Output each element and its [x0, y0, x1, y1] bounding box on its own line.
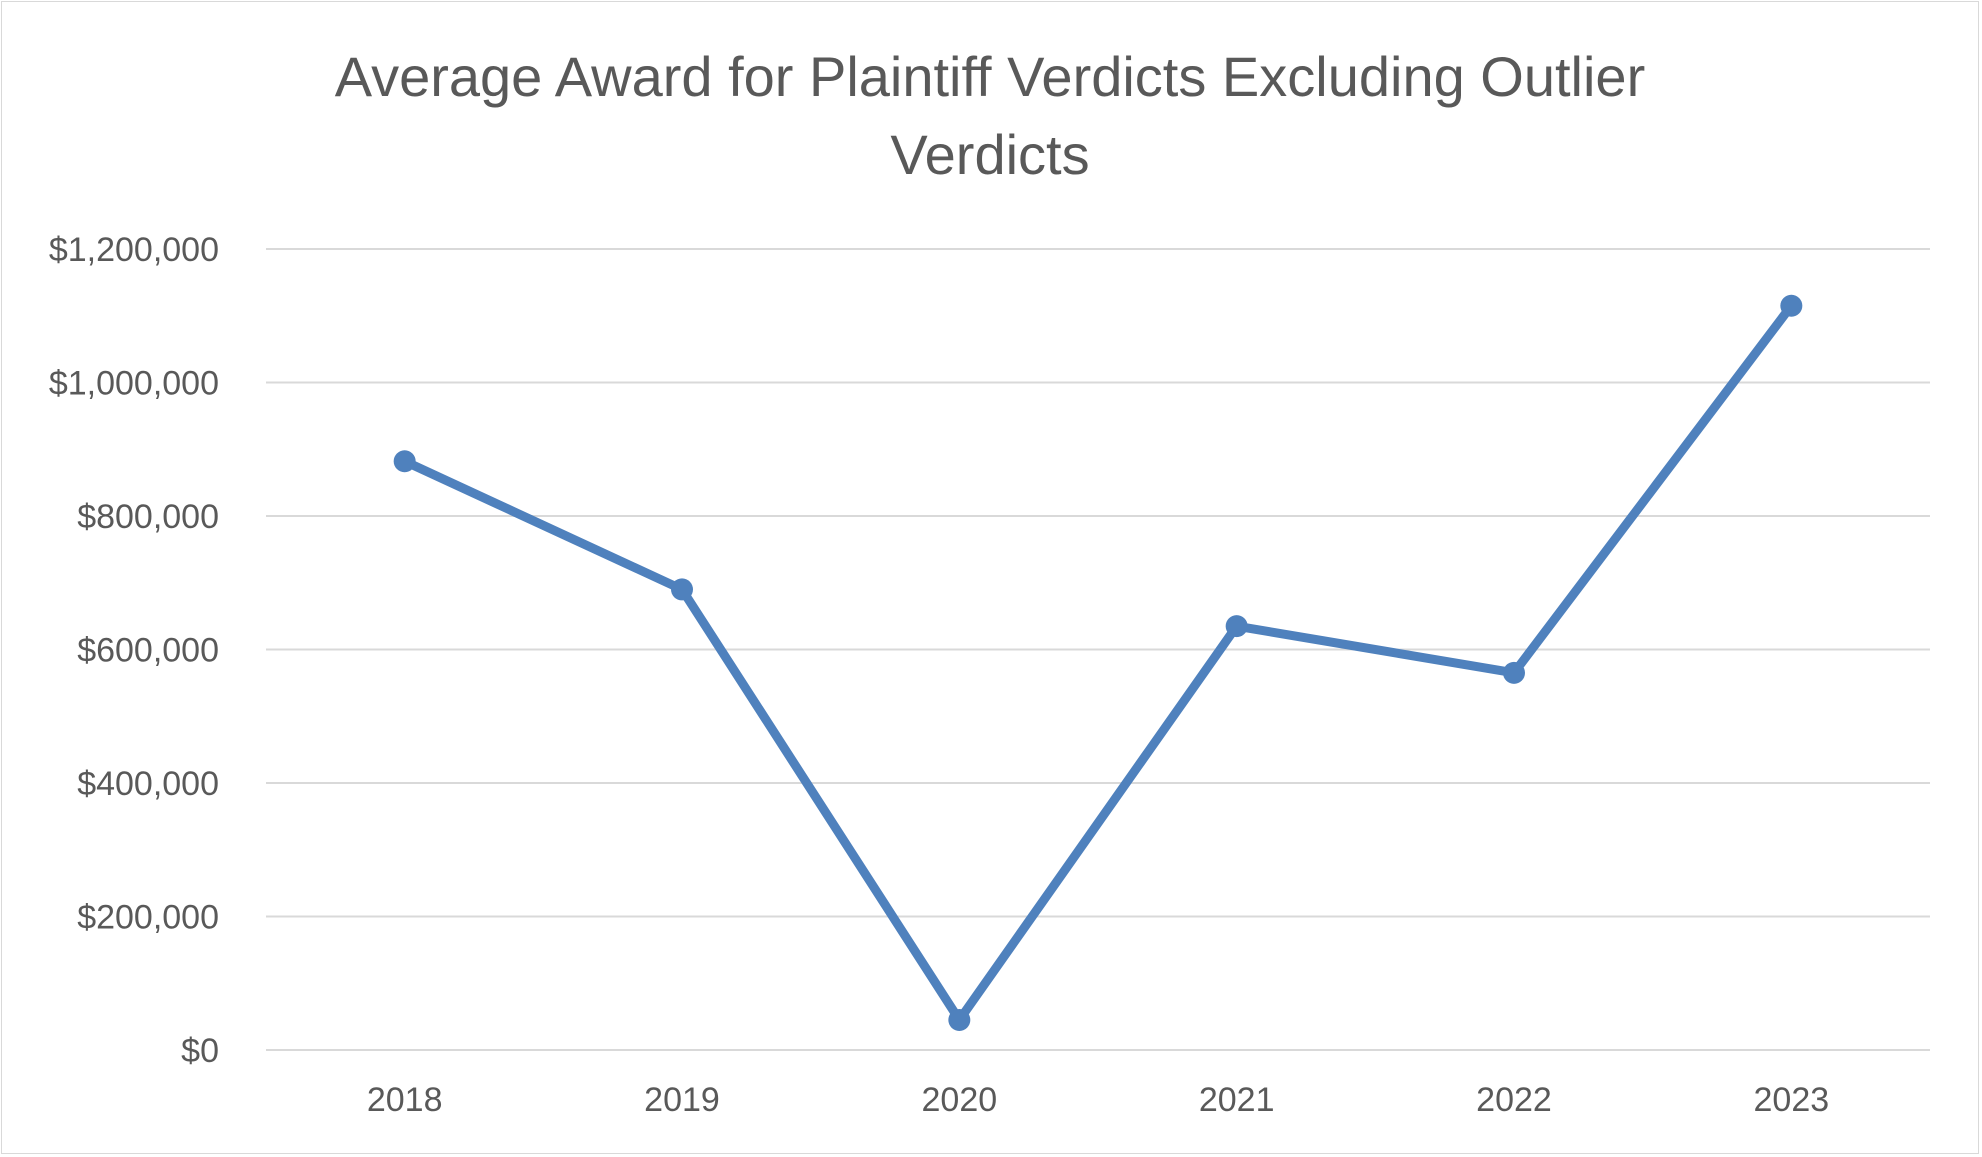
chart-title: Average Award for Plaintiff Verdicts Exc…: [335, 45, 1645, 186]
y-tick-label: $400,000: [77, 765, 219, 803]
gridlines: [266, 248, 1930, 1051]
x-tick-label: 2021: [1199, 1081, 1275, 1119]
x-tick-label: 2020: [922, 1081, 998, 1119]
y-tick-label: $200,000: [77, 899, 219, 937]
y-tick-label: $1,000,000: [49, 365, 219, 403]
y-tick-label: $600,000: [77, 632, 219, 670]
data-point-marker: [393, 450, 416, 473]
series-line: [400, 301, 1796, 1025]
y-axis-tick-labels: $0 $200,000 $400,000 $600,000 $800,000 $1,000…: [49, 231, 219, 1070]
data-point-marker: [671, 578, 693, 601]
data-point-marker: [1780, 294, 1803, 317]
chart-title-line-1: Average Award for Plaintiff Verdicts Exc…: [335, 45, 1645, 108]
data-point-marker: [1225, 615, 1248, 638]
x-axis-tick-labels: 2018 2019 2020 2021 2022 2023: [367, 1081, 1829, 1119]
x-tick-label: 2018: [367, 1081, 443, 1119]
y-tick-label: $800,000: [77, 498, 219, 536]
series-group: [393, 294, 1803, 1031]
data-point-marker: [1503, 661, 1525, 684]
x-tick-label: 2023: [1754, 1081, 1830, 1119]
x-tick-label: 2019: [644, 1081, 720, 1119]
y-tick-label: $0: [181, 1032, 219, 1070]
data-point-marker: [948, 1008, 971, 1031]
chart-title-line-2: Verdicts: [890, 123, 1089, 186]
x-tick-label: 2022: [1476, 1081, 1552, 1119]
y-tick-label: $1,200,000: [49, 231, 219, 269]
